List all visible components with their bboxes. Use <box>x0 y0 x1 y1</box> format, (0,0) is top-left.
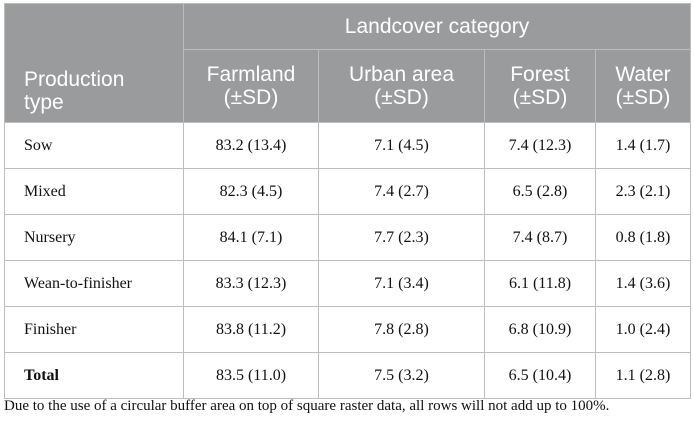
table-row-nursery: Nursery 84.1 (7.1) 7.7 (2.3) 7.4 (8.7) 0… <box>4 214 692 261</box>
row-label: Total <box>4 352 184 399</box>
cell-urban-area: 7.8 (2.8) <box>318 306 485 353</box>
table-row-total: Total 83.5 (11.0) 7.5 (3.2) 6.5 (10.4) 1… <box>4 352 692 399</box>
cell-forest: 7.4 (12.3) <box>484 122 596 169</box>
cell-water: 1.0 (2.4) <box>594 306 692 353</box>
column-header-forest: Forest (±SD) <box>484 49 596 123</box>
cell-water: 1.1 (2.8) <box>594 352 692 399</box>
cell-water: 2.3 (2.1) <box>594 168 692 215</box>
cell-urban-area: 7.7 (2.3) <box>318 214 485 261</box>
cell-farmland: 84.1 (7.1) <box>183 214 319 261</box>
cell-farmland: 83.3 (12.3) <box>183 260 319 307</box>
production-type-header-line1: Production <box>24 68 125 91</box>
header-column-row: Farmland (±SD) Urban area (±SD) Forest (… <box>5 49 692 123</box>
cell-farmland: 83.8 (11.2) <box>183 306 319 353</box>
landcover-table-container: Production type Landcover category Farml… <box>4 3 692 399</box>
header-group-row: Production type Landcover category <box>4 3 692 123</box>
column-header-urban-area: Urban area (±SD) <box>318 49 485 123</box>
cell-water: 1.4 (1.7) <box>594 122 692 169</box>
cell-forest: 6.5 (10.4) <box>484 352 596 399</box>
cell-forest: 6.5 (2.8) <box>484 168 596 215</box>
row-label: Sow <box>4 122 184 169</box>
cell-urban-area: 7.1 (4.5) <box>318 122 485 169</box>
table-row-finisher: Finisher 83.8 (11.2) 7.8 (2.8) 6.8 (10.9… <box>4 306 692 353</box>
table-row-mixed: Mixed 82.3 (4.5) 7.4 (2.7) 6.5 (2.8) 2.3… <box>4 168 692 215</box>
production-type-header-line2: type <box>24 91 64 114</box>
row-label: Nursery <box>4 214 184 261</box>
cell-urban-area: 7.1 (3.4) <box>318 260 485 307</box>
column-header-water: Water (±SD) <box>594 49 692 123</box>
cell-forest: 6.1 (11.8) <box>484 260 596 307</box>
column-header-farmland: Farmland (±SD) <box>183 49 319 123</box>
cell-water: 1.4 (3.6) <box>594 260 692 307</box>
cell-farmland: 83.5 (11.0) <box>183 352 319 399</box>
table-footnote: Due to the use of a circular buffer area… <box>4 398 610 414</box>
row-label: Wean-to-finisher <box>4 260 184 307</box>
row-label: Mixed <box>4 168 184 215</box>
cell-urban-area: 7.5 (3.2) <box>318 352 485 399</box>
cell-forest: 6.8 (10.9) <box>484 306 596 353</box>
row-label: Finisher <box>4 306 184 353</box>
cell-farmland: 82.3 (4.5) <box>183 168 319 215</box>
production-type-header: Production type <box>4 3 184 123</box>
cell-forest: 7.4 (8.7) <box>484 214 596 261</box>
table-row-sow: Sow 83.2 (13.4) 7.1 (4.5) 7.4 (12.3) 1.4… <box>4 122 692 169</box>
cell-urban-area: 7.4 (2.7) <box>318 168 485 215</box>
cell-water: 0.8 (1.8) <box>594 214 692 261</box>
landcover-table: Production type Landcover category Farml… <box>4 3 692 399</box>
landcover-category-header: Landcover category <box>182 3 692 50</box>
table-row-wean-to-finisher: Wean-to-finisher 83.3 (12.3) 7.1 (3.4) 6… <box>4 260 692 307</box>
cell-farmland: 83.2 (13.4) <box>183 122 319 169</box>
